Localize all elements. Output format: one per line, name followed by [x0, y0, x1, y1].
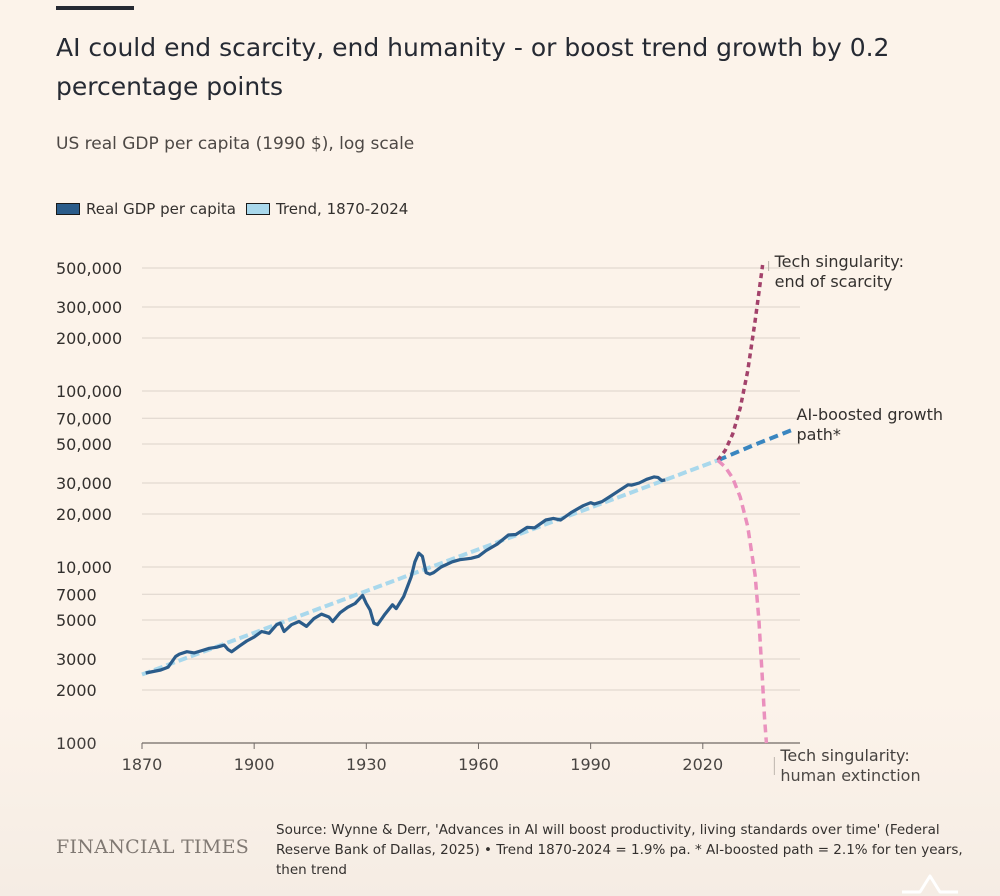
y-tick-label: 5000	[56, 611, 97, 630]
y-tick-label: 50,000	[56, 435, 112, 454]
legend-swatch-gdp	[56, 203, 80, 215]
trend-line	[141, 458, 719, 677]
annotation-ai-boosted-line2: path*	[797, 425, 841, 444]
scarcity-line	[716, 264, 765, 462]
y-tick-label: 500,000	[56, 259, 122, 278]
y-tick-label: 70,000	[56, 409, 112, 428]
annotation-extinction-line1: Tech singularity:	[779, 746, 909, 765]
financial-times-logo: FINANCIAL TIMES	[56, 836, 250, 858]
annotation-ai-boosted-line1: AI-boosted growth	[797, 405, 944, 424]
x-tick-label: 1990	[570, 755, 611, 774]
gdp-chart: 1000 2000 3000 5000 7000 10,000 20,000 30,000 50…	[56, 252, 944, 785]
annotation-scarcity-line1: Tech singularity:	[774, 252, 904, 271]
annotation-scarcity-line2: end of scarcity	[775, 272, 893, 291]
x-tick-label: 1930	[346, 755, 387, 774]
x-tick-label: 1870	[122, 755, 163, 774]
legend-swatch-trend	[245, 203, 270, 215]
y-tick-label: 100,000	[56, 382, 122, 401]
y-tick-label: 10,000	[56, 558, 112, 577]
annotation-extinction-line2: human extinction	[780, 766, 920, 785]
y-tick-label: 300,000	[56, 298, 122, 317]
y-tick-label: 30,000	[56, 474, 112, 493]
extinction-line	[716, 459, 769, 744]
y-tick-label: 1000	[56, 734, 97, 753]
chart-legend: Real GDP per capita Trend, 1870-2024	[56, 200, 418, 218]
y-tick-label: 20,000	[56, 505, 112, 524]
x-tick-label: 1960	[458, 755, 499, 774]
chart-subtitle: US real GDP per capita (1990 $), log sca…	[56, 134, 415, 154]
top-rule	[56, 6, 134, 10]
source-note: Source: Wynne & Derr, 'Advances in AI wi…	[276, 822, 963, 878]
gdp-line	[145, 475, 666, 675]
share-arrow-icon[interactable]	[900, 862, 960, 896]
y-tick-label: 2000	[56, 681, 97, 700]
legend-label-gdp: Real GDP per capita	[86, 200, 236, 218]
y-tick-label: 200,000	[56, 329, 122, 348]
chart-title: AI could end scarcity, end humanity - or…	[56, 33, 890, 101]
y-tick-label: 3000	[56, 650, 97, 669]
x-tick-label: 1900	[234, 755, 275, 774]
y-tick-label: 7000	[56, 585, 97, 604]
legend-label-trend: Trend, 1870-2024	[275, 200, 409, 218]
legend-item-gdp: Real GDP per capita	[56, 200, 236, 218]
legend-item-trend: Trend, 1870-2024	[245, 200, 409, 218]
x-tick-label: 2020	[682, 755, 723, 774]
